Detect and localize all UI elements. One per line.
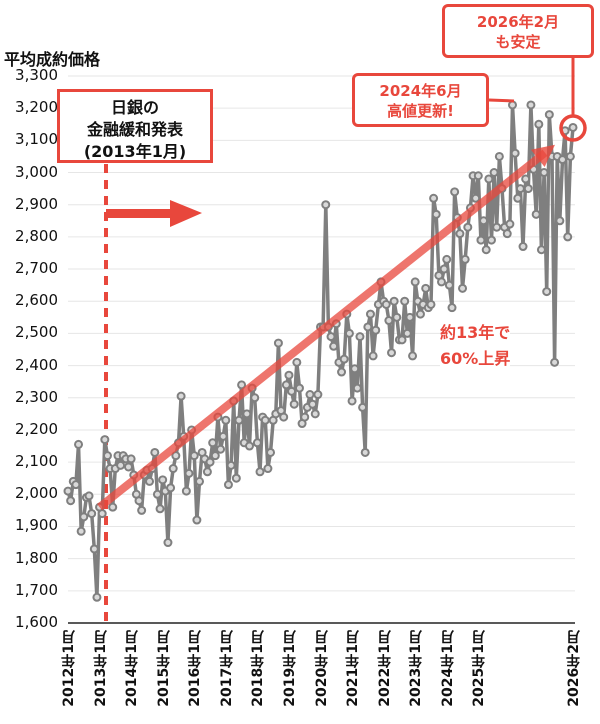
x-tick-label: 2025年1月 [471,630,488,707]
y-tick-label: 1,700 [15,580,58,599]
y-tick-label: 2,500 [15,323,58,342]
gridlines [68,75,575,592]
y-tick-label: 3,300 [15,66,58,84]
x-tick-label: 2016年1月 [187,630,204,707]
y-tick-label: 3,200 [15,98,58,117]
trend-annotation: 約13年で 60%上昇 [440,320,511,372]
y-tick-label: 1,900 [15,516,58,535]
x-tick-label: 2021年1月 [345,630,362,707]
x-tick-label: 2026年2月 [566,630,582,707]
y-tick-label: 2,000 [15,484,58,503]
latest-highlight-circle [559,114,587,142]
y-tick-label: 1,800 [15,548,58,567]
x-tick-label: 2014年1月 [124,630,141,707]
y-tick-label: 2,200 [15,419,58,438]
x-tick-label: 2012年1月 [61,630,77,707]
callout-line: 金融緩和発表 [86,120,183,139]
y-tick-label: 2,600 [15,291,58,310]
latest-callout: 2026年2月 も安定 [442,4,594,58]
callout-line: (2013年1月) [83,142,187,161]
peak-callout-connector [488,98,515,103]
x-tick-label: 2019年1月 [281,630,298,707]
callout-line: 高値更新! [387,102,454,120]
y-tick-label: 2,800 [15,226,58,245]
y-tick-label: 3,100 [15,130,58,149]
peak-callout: 2024年6月 高値更新! [352,73,489,127]
x-tick-label: 2018年1月 [250,630,267,707]
trend-arrow [97,144,555,511]
trend-line: 約13年で [440,323,511,342]
x-tick-label: 2022年1月 [376,630,393,707]
x-tick-label: 2020年1月 [313,630,330,707]
y-tick-label: 2,400 [15,355,58,374]
y-tick-label: 1,600 [15,613,58,631]
x-tick-label: 2015年1月 [155,630,172,707]
callout-line: も安定 [495,33,541,51]
y-tick-label: 2,700 [15,259,58,278]
x-tick-label: 2017年1月 [218,630,235,707]
trend-line: 60%上昇 [440,349,511,368]
callout-line: 2024年6月 [379,82,462,100]
callout-line: 日銀の [110,98,159,117]
right-arrow-icon [106,200,202,227]
boj-easing-callout: 日銀の 金融緩和発表 (2013年1月) [57,89,213,163]
y-tick-label: 2,300 [15,387,58,406]
x-tick-label: 2023年1月 [408,630,425,707]
y-axis-title: 平均成約価格 [4,50,101,69]
y-tick-label: 3,000 [15,162,58,181]
y-tick-label: 2,100 [15,452,58,471]
x-tick-label: 2024年1月 [439,630,456,707]
y-tick-label: 2,900 [15,194,58,213]
x-tick-label: 2013年1月 [92,630,109,707]
callout-line: 2026年2月 [476,13,560,31]
